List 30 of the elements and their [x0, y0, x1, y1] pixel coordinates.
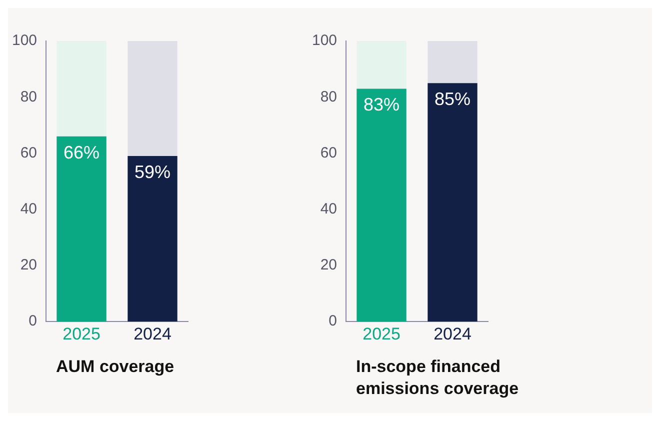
y-tick-label: 20: [20, 256, 38, 274]
y-tick-label: 0: [28, 312, 38, 330]
y-tick-label: 40: [320, 200, 338, 218]
x-tick-label: 2025: [62, 324, 100, 344]
y-tick-label: 60: [320, 144, 338, 162]
bar: [56, 41, 106, 136]
y-tick-label: 80: [20, 88, 38, 106]
y-tick-label: 0: [328, 312, 338, 330]
bar: [428, 83, 478, 322]
x-axis-title: AUM coverage: [56, 356, 176, 378]
y-tick-label: 100: [312, 32, 338, 50]
y-tick-label: 80: [320, 88, 338, 106]
data-label: 66%: [64, 142, 100, 162]
bar: [128, 41, 178, 156]
y-tick-label: 40: [20, 200, 38, 218]
data-label: 59%: [134, 162, 171, 182]
data-label: 85%: [434, 89, 471, 110]
bar: [56, 136, 106, 322]
bar: [356, 41, 406, 89]
x-tick-label: 2024: [434, 324, 472, 344]
y-tick-label: 60: [20, 144, 38, 162]
y-tick-label: 20: [320, 256, 338, 274]
x-tick-label: 2024: [134, 324, 172, 344]
bar: [128, 156, 178, 322]
data-label: 83%: [364, 94, 400, 115]
x-tick-label: 2025: [362, 324, 400, 344]
bar: [428, 41, 478, 84]
y-tick-label: 100: [12, 32, 38, 50]
x-axis-title: In-scope financed emissions coverage: [356, 356, 520, 400]
bar: [356, 88, 406, 322]
